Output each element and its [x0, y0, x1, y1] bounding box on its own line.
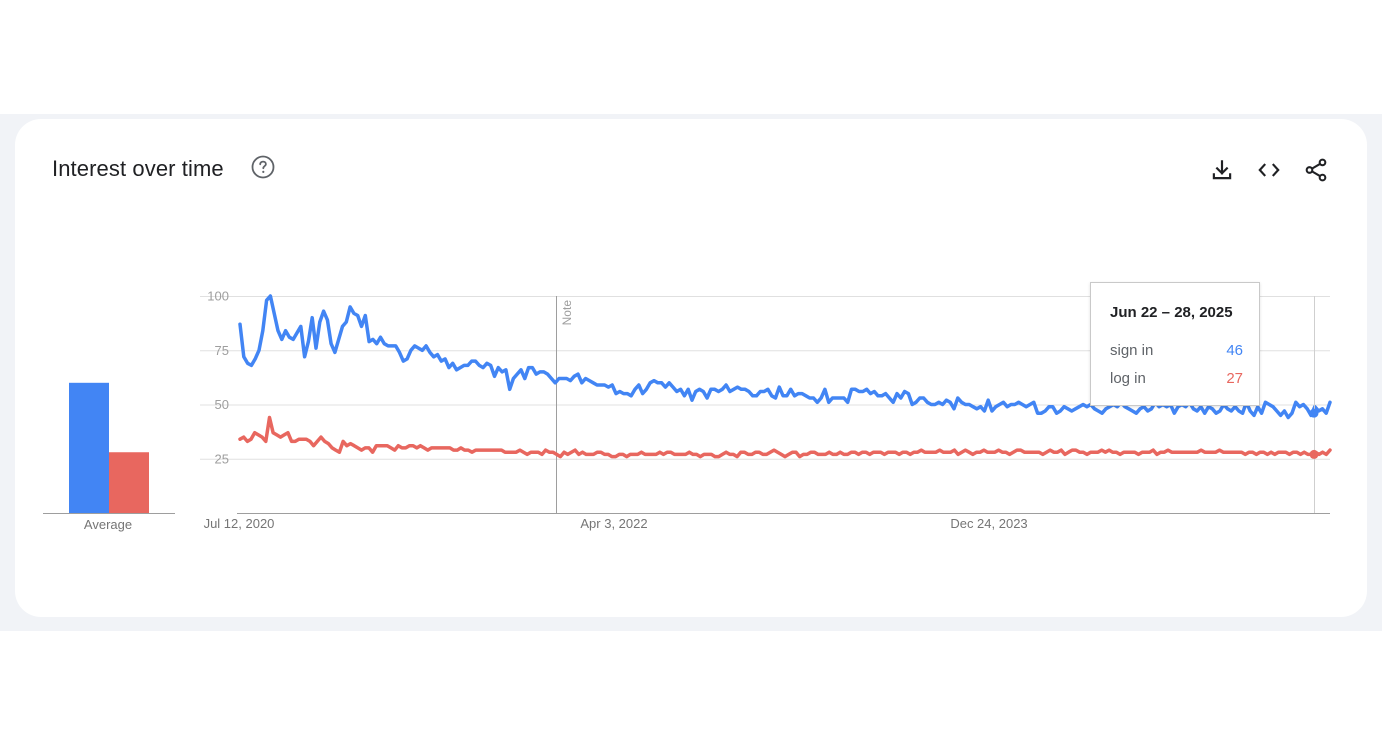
hover-dot-log-in	[1309, 449, 1319, 459]
y-tick-label-25: 25	[215, 451, 229, 466]
series-line-log-in	[238, 415, 1332, 459]
tooltip-row-sign-in: sign in 46	[1110, 342, 1243, 359]
tooltip-value-sign-in: 46	[1226, 342, 1243, 359]
help-icon[interactable]	[251, 155, 275, 179]
x-tick-label-0: Jul 12, 2020	[204, 516, 275, 531]
average-bar-log-in	[109, 452, 149, 513]
x-tick-label-2: Dec 24, 2023	[950, 516, 1027, 531]
download-icon[interactable]	[1209, 157, 1235, 183]
tooltip-value-log-in: 27	[1226, 370, 1243, 387]
average-bar-sign-in	[69, 382, 109, 513]
chart-tooltip: Jun 22 – 28, 2025 sign in 46 log in 27	[1090, 282, 1260, 406]
y-tick-label-50: 50	[215, 397, 229, 412]
tooltip-date: Jun 22 – 28, 2025	[1110, 304, 1233, 321]
series-line-sign-in	[238, 294, 1332, 420]
hover-dot-sign-in	[1309, 408, 1319, 418]
x-tick-label-1: Apr 3, 2022	[580, 516, 647, 531]
card-title: Interest over time	[52, 156, 224, 181]
average-label: Average	[84, 517, 132, 532]
y-tick-label-75: 75	[215, 343, 229, 358]
tooltip-label-sign-in: sign in	[1110, 342, 1154, 359]
embed-code-icon[interactable]	[1256, 157, 1282, 183]
tooltip-row-log-in: log in 27	[1110, 370, 1243, 387]
note-label: Note	[560, 300, 574, 326]
tooltip-label-log-in: log in	[1110, 370, 1146, 387]
share-icon[interactable]	[1303, 157, 1329, 183]
y-tick-label-100: 100	[207, 289, 229, 304]
